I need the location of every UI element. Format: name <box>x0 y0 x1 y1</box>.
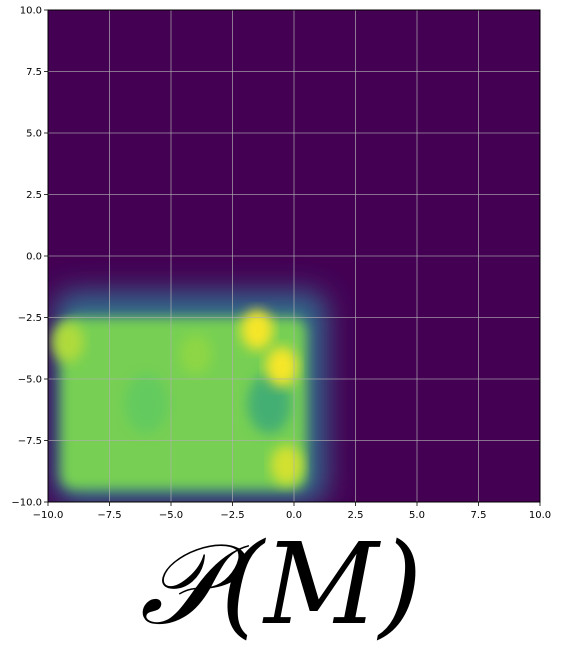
y-tick-label-2: 5.0 <box>26 129 42 140</box>
figure-caption: 𝒫(M) <box>0 515 562 655</box>
density-hotspot-1 <box>266 347 298 387</box>
y-tick-label-4: 0.0 <box>26 252 42 263</box>
y-tick-label-0: 10.0 <box>20 6 42 17</box>
density-hotspot-2 <box>271 445 303 485</box>
density-hotspot-3 <box>52 322 84 362</box>
density-hotspot-4 <box>180 334 212 374</box>
y-tick-label-5: −2.5 <box>18 313 42 324</box>
y-tick-label-7: −7.5 <box>18 436 42 447</box>
density-hotspot-0 <box>241 310 273 350</box>
y-tick-label-3: 2.5 <box>26 190 42 201</box>
y-tick-label-6: −5.0 <box>18 375 42 386</box>
y-tick-label-8: −10.0 <box>11 498 42 509</box>
y-axis: 10.0 7.5 5.0 2.5 0.0 −2.5 −5.0 −7.5 −10.0 <box>11 6 48 509</box>
y-tick-label-1: 7.5 <box>26 67 42 78</box>
density-coolspot-1 <box>124 374 168 434</box>
